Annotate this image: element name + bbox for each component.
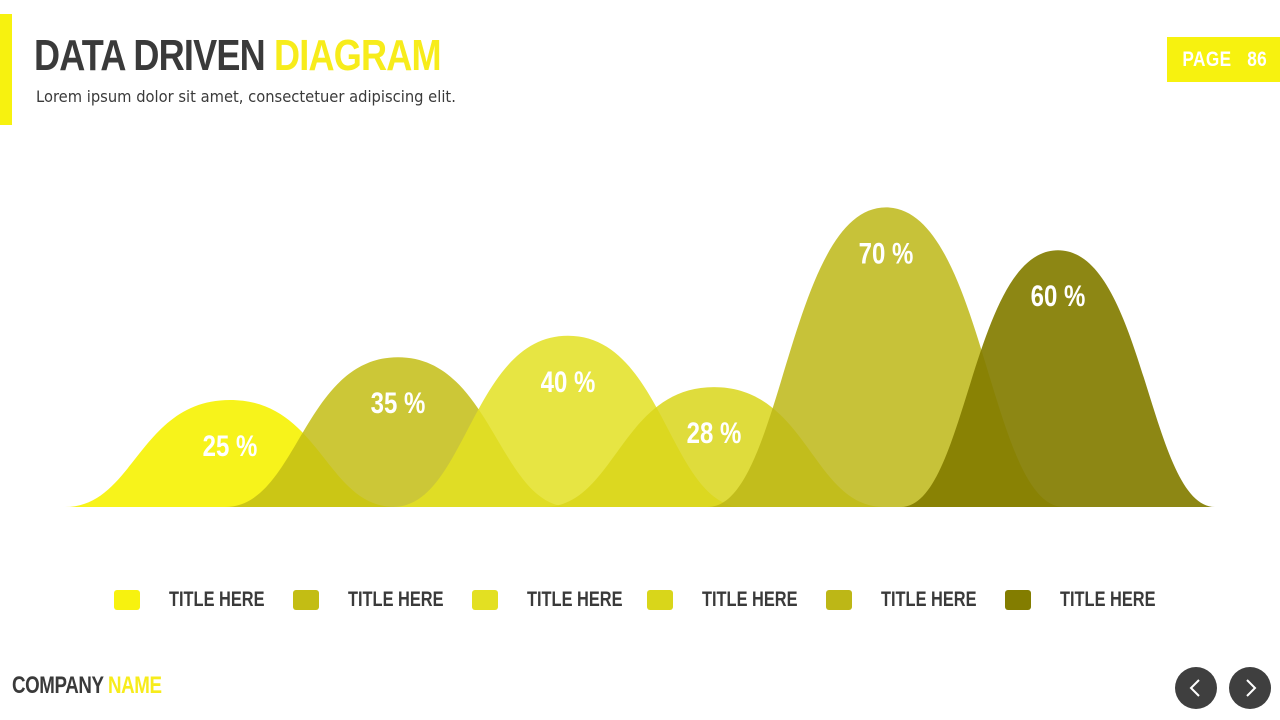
legend-label: TITLE HERE (702, 588, 798, 611)
legend-swatch (826, 590, 852, 610)
next-page-button[interactable] (1229, 667, 1271, 709)
legend-item-5: TITLE HERE (826, 586, 1004, 614)
accent-bar (0, 14, 12, 125)
page-number: 86 (1247, 47, 1268, 71)
legend-swatch (114, 590, 140, 610)
legend-item-4: TITLE HERE (647, 586, 825, 614)
chevron-left-icon (1189, 679, 1200, 697)
page-subtitle: Lorem ipsum dolor sit amet, consectetuer… (36, 87, 456, 106)
wave-value-label-4: 28 % (687, 416, 742, 450)
page-title-part2: DIAGRAM (274, 31, 441, 80)
legend-label: TITLE HERE (1060, 588, 1156, 611)
page-label: PAGE (1182, 47, 1232, 71)
company-name: COMPANY NAME (12, 672, 162, 700)
legend-label: TITLE HERE (881, 588, 977, 611)
legend-label: TITLE HERE (527, 588, 623, 611)
legend-label: TITLE HERE (348, 588, 444, 611)
wave-value-label-3: 40 % (541, 364, 596, 398)
page-badge: PAGE 86 (1167, 37, 1280, 82)
legend-item-1: TITLE HERE (114, 586, 292, 614)
wave-6 (901, 250, 1215, 507)
legend-swatch (472, 590, 498, 610)
legend-swatch (647, 590, 673, 610)
page-title: DATA DRIVEN DIAGRAM (34, 28, 442, 84)
legend-item-3: TITLE HERE (472, 586, 650, 614)
legend-item-2: TITLE HERE (293, 586, 471, 614)
wave-value-label-1: 25 % (203, 428, 258, 462)
company-name-part2: NAME (108, 672, 162, 699)
legend-swatch (1005, 590, 1031, 610)
chart-legend: TITLE HERE TITLE HERE TITLE HERE TITLE HERE… (0, 586, 1280, 614)
legend-item-6: TITLE HERE (1005, 586, 1183, 614)
chevron-right-icon (1246, 679, 1257, 697)
wave-value-label-2: 35 % (371, 386, 426, 420)
page-title-part1: DATA DRIVEN (34, 31, 266, 80)
prev-page-button[interactable] (1175, 667, 1217, 709)
company-name-part1: COMPANY (12, 672, 104, 699)
wave-value-label-5: 70 % (859, 236, 914, 270)
legend-label: TITLE HERE (169, 588, 265, 611)
legend-swatch (293, 590, 319, 610)
wave-value-label-6: 60 % (1031, 279, 1086, 313)
